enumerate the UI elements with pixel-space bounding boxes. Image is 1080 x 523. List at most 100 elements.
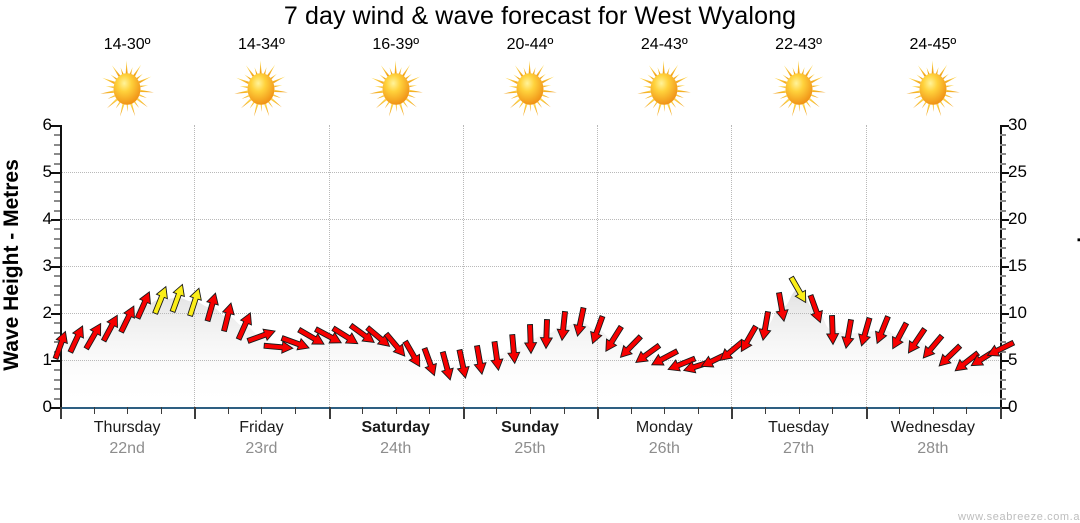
wind-arrow (984, 336, 1017, 361)
wind-arrow (381, 329, 410, 360)
right-axis-tick (1000, 294, 1006, 297)
day-name: Sunday (501, 419, 559, 436)
watermark: www.seabreeze.com.au (958, 511, 1080, 523)
wind-arrow (540, 318, 554, 349)
x-axis-tick (697, 407, 699, 414)
wind-arrow (735, 323, 761, 355)
plot-area: 0 1 2 3 4 5 6 0 5 10 15 20 25 30 Wave Height - Metres… (0, 115, 1080, 523)
x-axis-tick (93, 407, 95, 414)
left-axis-tick (51, 407, 60, 409)
sun-icon (229, 60, 293, 118)
right-axis-tick (1000, 172, 1009, 174)
right-axis-tick (1000, 331, 1006, 334)
right-axis-tick (1000, 397, 1006, 400)
day-divider-gridline (597, 125, 599, 407)
sun-icon (95, 60, 159, 118)
temperature-range: 24-43º (640, 36, 688, 53)
right-axis-tick (1000, 125, 1009, 127)
left-axis-tick (51, 125, 60, 127)
wind-arrow (65, 323, 89, 356)
wind-arrow (183, 285, 205, 318)
wind-arrow (756, 310, 774, 342)
sun-icon (632, 60, 696, 118)
wind-arrow (98, 312, 124, 345)
left-axis-tick (54, 341, 60, 344)
left-axis-tick (54, 397, 60, 400)
left-axis-label: 6 (42, 115, 52, 134)
wind-arrow (312, 323, 345, 349)
x-axis-line (60, 407, 1002, 409)
right-axis-tick (1000, 407, 1009, 409)
day-footer-tuesday: Tuesday 27th (731, 418, 865, 459)
right-axis-tick (1000, 360, 1009, 362)
right-axis-tick (1000, 190, 1006, 193)
day-date: 26th (648, 440, 680, 457)
left-axis-tick (54, 331, 60, 334)
left-axis-tick (54, 200, 60, 203)
left-axis-tick (54, 153, 60, 156)
left-axis-tick (54, 388, 60, 391)
wind-arrow (648, 345, 681, 371)
temperature-range: 16-39º (372, 36, 420, 53)
h-gridline (61, 360, 999, 361)
wind-arrow (665, 352, 698, 375)
left-axis-tick (51, 360, 60, 362)
left-axis-tick (54, 294, 60, 297)
left-axis-label: 2 (42, 303, 52, 322)
h-gridline (61, 219, 999, 220)
right-axis-tick (1000, 266, 1009, 268)
day-date: 23rd (245, 440, 278, 457)
wind-arrow (296, 324, 328, 350)
x-axis-tick (295, 407, 296, 414)
day-date: 28th (917, 440, 949, 457)
right-axis-tick (1000, 162, 1006, 165)
wind-arrow (329, 322, 361, 349)
right-axis-tick (1000, 284, 1006, 287)
right-axis-label: 30 (1008, 115, 1027, 134)
left-axis-tick (54, 378, 60, 381)
wind-arrow (804, 293, 826, 326)
day-header-monday: 24-43º (597, 36, 731, 122)
day-footer-friday: Friday 23rd (194, 418, 328, 459)
left-axis-tick (54, 256, 60, 259)
day-name: Wednesday (890, 419, 975, 436)
x-axis-tick (261, 407, 263, 414)
left-axis-tick (54, 228, 60, 231)
right-axis-label: 0 (1008, 397, 1018, 416)
left-axis-tick (54, 275, 60, 278)
wind-arrow (855, 316, 876, 348)
left-axis-label: 3 (42, 256, 52, 275)
x-axis-tick (328, 407, 331, 419)
left-axis-tick (54, 247, 60, 250)
left-axis-tick (54, 134, 60, 137)
day-divider-gridline (731, 125, 733, 407)
left-axis-label: 5 (42, 162, 52, 181)
wind-arrow (505, 333, 521, 364)
h-gridline (61, 313, 999, 314)
x-axis-tick (362, 407, 364, 414)
wind-arrow (263, 339, 294, 355)
sun-icon (364, 60, 428, 118)
day-date: 24th (380, 440, 412, 457)
left-axis-title: Wave Height - Metres (0, 159, 23, 371)
wind-arrow (887, 319, 913, 352)
x-axis-tick (1000, 407, 1002, 419)
right-axis-tick (1000, 303, 1006, 306)
left-axis-label: 0 (42, 397, 52, 416)
wind-arrow (785, 273, 811, 305)
wind-arrow (149, 283, 172, 316)
wind-arrow (523, 324, 537, 355)
wind-arrow (616, 332, 646, 363)
right-axis-label: 25 (1008, 162, 1027, 181)
day-date: 27th (782, 440, 815, 457)
left-axis-tick (54, 181, 60, 184)
x-axis-tick (462, 407, 465, 419)
x-axis-tick (395, 407, 397, 414)
sun-icon (767, 60, 831, 118)
wind-arrow (951, 348, 983, 377)
right-axis-tick (1000, 143, 1006, 146)
x-axis-tick (194, 407, 197, 419)
wind-arrow (840, 318, 858, 350)
x-axis-tick (630, 407, 632, 414)
left-axis-tick (54, 322, 60, 325)
